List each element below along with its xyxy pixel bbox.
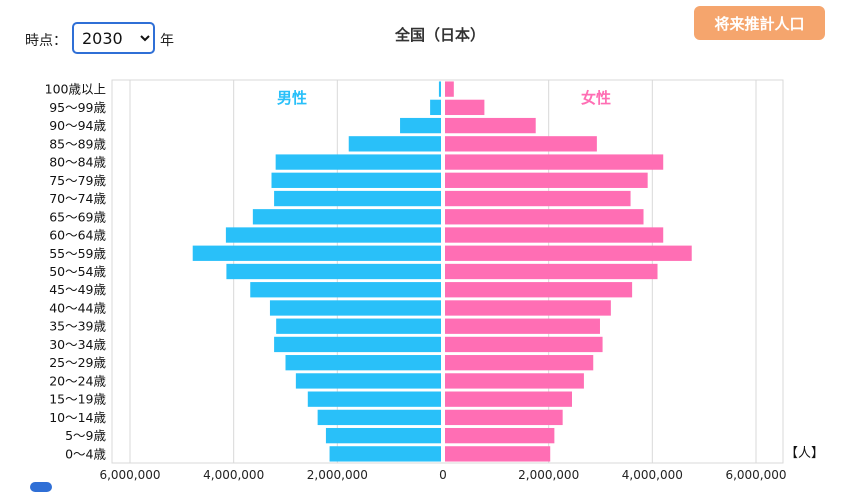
age-group-label: 20〜24歳 (49, 373, 106, 388)
female-bar (445, 318, 600, 334)
female-bar (445, 227, 664, 243)
age-group-label: 10〜14歳 (49, 410, 106, 425)
female-bar (445, 117, 536, 134)
male-bar (225, 227, 441, 243)
male-bar (269, 300, 441, 316)
male-bar (276, 318, 441, 334)
age-group-label: 95〜99歳 (49, 100, 106, 115)
male-bar (274, 190, 441, 207)
male-bar (271, 172, 441, 188)
female-bar (445, 373, 584, 389)
age-group-label: 15〜19歳 (49, 392, 106, 407)
female-bar (445, 336, 603, 353)
male-bar (348, 136, 441, 152)
male-bar (252, 209, 441, 225)
scroll-indicator (30, 482, 52, 492)
male-bar (274, 336, 441, 353)
female-bar (445, 154, 664, 170)
age-group-label: 40〜44歳 (49, 300, 106, 315)
age-group-label: 55〜59歳 (49, 246, 106, 261)
year-unit-label: 年 (160, 33, 174, 49)
female-bar (445, 446, 551, 462)
male-series-label: 男性 (277, 89, 307, 107)
chart-title: 全国（日本） (394, 26, 485, 44)
x-tick-label: 0 (439, 468, 447, 482)
male-bar (329, 446, 441, 462)
age-group-label: 75〜79歳 (49, 173, 106, 188)
male-bar (226, 263, 441, 280)
female-bar (445, 355, 594, 371)
age-group-label: 100歳以上 (45, 82, 106, 97)
age-group-label: 25〜29歳 (49, 355, 106, 370)
year-select[interactable]: 2030 (72, 22, 155, 54)
year-label: 時点： (25, 33, 67, 49)
male-bar (317, 409, 441, 426)
x-tick-label: 2,000,000 (518, 468, 579, 482)
female-bar (445, 136, 597, 152)
male-bar (275, 154, 441, 170)
plot-frame (111, 79, 784, 464)
female-bar (445, 172, 648, 188)
age-group-label: 0〜4歳 (65, 446, 106, 461)
x-tick-label: 6,000,000 (99, 468, 160, 482)
age-group-label: 35〜39歳 (49, 319, 106, 334)
female-bar (445, 300, 611, 316)
age-group-label: 30〜34歳 (49, 337, 106, 352)
age-group-label: 50〜54歳 (49, 264, 106, 279)
female-bar (445, 427, 555, 444)
future-projection-button[interactable]: 将来推計人口 (694, 6, 825, 40)
male-bar (325, 427, 441, 444)
female-bar (445, 190, 631, 207)
female-series-label: 女性 (581, 89, 611, 107)
male-bar (295, 373, 441, 389)
x-tick-label: 4,000,000 (622, 468, 683, 482)
x-tick-label: 2,000,000 (307, 468, 368, 482)
age-group-label: 70〜74歳 (49, 191, 106, 206)
male-bar (250, 282, 441, 298)
female-bar (445, 209, 644, 225)
age-group-label: 45〜49歳 (49, 282, 106, 297)
female-bar (445, 99, 485, 116)
x-tick-label: 6,000,000 (725, 468, 786, 482)
female-bar (445, 409, 563, 426)
age-group-label: 5〜9歳 (65, 428, 106, 443)
male-bar (307, 391, 441, 407)
unit-label: 【人】 (785, 446, 824, 461)
male-bar (400, 117, 441, 134)
male-bar (438, 81, 441, 97)
female-bar (445, 263, 658, 280)
age-group-label: 85〜89歳 (49, 136, 106, 151)
age-group-label: 80〜84歳 (49, 155, 106, 170)
male-bar (192, 245, 441, 261)
female-bar (445, 245, 692, 261)
male-bar (285, 355, 441, 371)
female-bar (445, 391, 572, 407)
female-bar (445, 81, 454, 97)
age-group-label: 65〜69歳 (49, 209, 106, 224)
age-group-label: 90〜94歳 (49, 118, 106, 133)
male-bar (430, 99, 441, 116)
age-group-label: 60〜64歳 (49, 228, 106, 243)
female-bar (445, 282, 633, 298)
x-tick-label: 4,000,000 (203, 468, 264, 482)
